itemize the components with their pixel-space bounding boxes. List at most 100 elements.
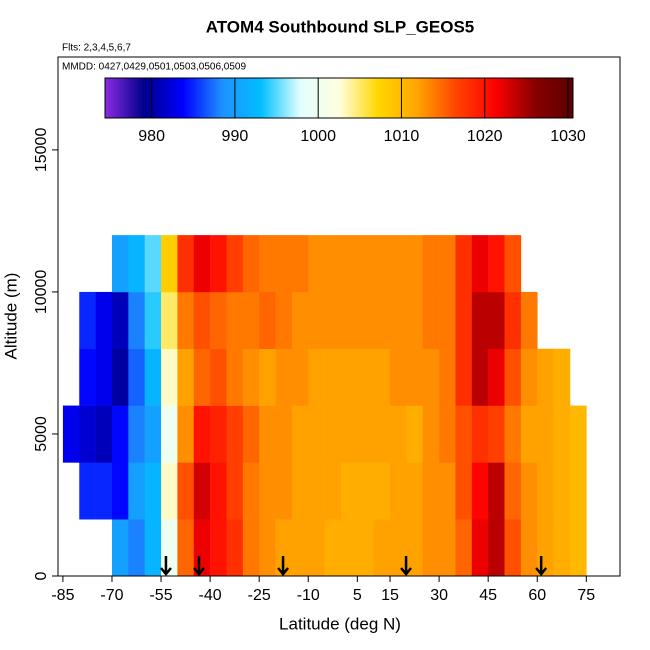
heat-cell (210, 405, 227, 463)
heat-cell (275, 519, 293, 577)
heat-cell (357, 235, 374, 293)
heat-cell (357, 291, 374, 350)
heat-cell (210, 348, 227, 406)
heat-cell (275, 405, 293, 463)
heat-cell (62, 405, 80, 463)
heat-cell (177, 405, 195, 463)
heat-cell (422, 291, 440, 350)
heat-cell (422, 462, 440, 520)
heat-cell (95, 291, 113, 350)
heat-cell (111, 519, 129, 577)
heat-cell (161, 235, 178, 293)
heat-cell (95, 405, 113, 463)
heat-cell (455, 462, 473, 520)
heat-cell (488, 519, 505, 577)
heat-cell (79, 405, 96, 463)
heat-cell (226, 519, 244, 577)
heat-cell (471, 519, 489, 577)
heat-cell (308, 235, 325, 293)
heat-cell (439, 348, 456, 406)
heat-cell (275, 235, 293, 293)
heat-cell (373, 519, 391, 577)
heat-cell (439, 519, 456, 577)
heat-cell (128, 235, 145, 293)
heat-cell (373, 405, 391, 463)
heat-cell (291, 235, 309, 293)
heat-cell (357, 405, 374, 463)
heat-cell (144, 235, 162, 293)
heat-cell (111, 235, 129, 293)
heat-cell (128, 405, 145, 463)
x-tick-label: 60 (528, 587, 546, 604)
heat-cell (340, 235, 358, 293)
colorbar-tick-label: 1020 (467, 128, 503, 145)
heat-cell (569, 405, 587, 463)
heat-cell (242, 235, 260, 293)
heat-cell (340, 519, 358, 577)
heat-cell (161, 462, 178, 520)
heat-cell (210, 462, 227, 520)
heat-cell (210, 235, 227, 293)
heat-cell (439, 405, 456, 463)
heat-cell (144, 291, 162, 350)
heat-cell (79, 348, 96, 406)
heat-cell (128, 291, 145, 350)
heat-cell (537, 348, 554, 406)
heat-cell (144, 519, 162, 577)
heat-cell (373, 348, 391, 406)
plot-frame (57, 56, 621, 577)
heat-cell (471, 235, 489, 293)
heat-cell (324, 519, 342, 577)
heat-cell (390, 348, 407, 406)
heat-cell (226, 405, 244, 463)
heat-cell (177, 235, 195, 293)
heat-cell (226, 235, 244, 293)
heat-cell (177, 348, 195, 406)
heat-cell (455, 405, 473, 463)
heat-cell (504, 462, 522, 520)
x-tick-label: 75 (577, 587, 595, 604)
heat-cell (504, 235, 522, 293)
heat-cell (455, 348, 473, 406)
heat-cell (259, 405, 276, 463)
colorbar (104, 77, 574, 119)
heat-cell (275, 462, 293, 520)
heat-cell (193, 519, 211, 577)
heat-cell (520, 462, 538, 520)
heat-cell (455, 519, 473, 577)
heat-cell (324, 405, 342, 463)
heat-cell (193, 348, 211, 406)
heat-cell (340, 405, 358, 463)
heat-cell (406, 348, 424, 406)
x-tick-label: 45 (479, 587, 497, 604)
heat-cell (422, 348, 440, 406)
y-tick-label: 10000 (33, 270, 50, 315)
heat-cell (275, 291, 293, 350)
y-axis-label: Altitude (m) (1, 273, 20, 360)
heat-cell (308, 462, 325, 520)
heat-cell (275, 348, 293, 406)
colorbar-tick-label: 1010 (384, 128, 420, 145)
heat-cell (324, 348, 342, 406)
heat-cell (324, 291, 342, 350)
flight-arrow (193, 556, 205, 576)
x-tick-label: -25 (248, 587, 271, 604)
heat-cell (259, 235, 276, 293)
heat-cell (373, 291, 391, 350)
heat-cell (357, 519, 374, 577)
heat-cell (193, 462, 211, 520)
heat-cell (308, 291, 325, 350)
heat-cell (291, 348, 309, 406)
heat-cell (406, 235, 424, 293)
heat-cell (161, 405, 178, 463)
heat-cell (308, 405, 325, 463)
heat-cell (177, 291, 195, 350)
heat-cell (161, 348, 178, 406)
heat-cell (144, 348, 162, 406)
colorbar-tick-label: 990 (222, 128, 249, 145)
heat-cell (324, 235, 342, 293)
heat-cell (390, 519, 407, 577)
heat-cell (471, 348, 489, 406)
x-axis-label: Latitude (deg N) (279, 614, 401, 633)
